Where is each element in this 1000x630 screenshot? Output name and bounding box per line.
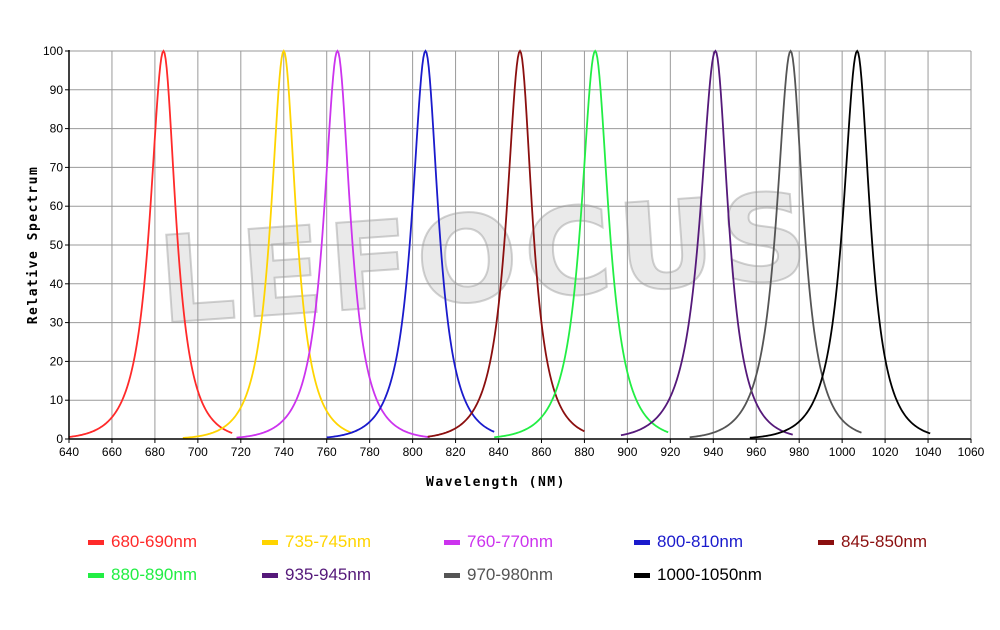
legend-label: 880-890nm (111, 565, 198, 584)
legend-item: 800-810nm (634, 532, 743, 552)
legend-swatch (634, 572, 650, 578)
x-tick-label: 840 (489, 445, 509, 459)
y-tick-label: 100 (43, 44, 63, 58)
x-tick-label: 880 (574, 445, 594, 459)
legend-swatch (88, 572, 104, 578)
legend-label: 735-745nm (285, 532, 372, 551)
x-tick-label: 660 (102, 445, 122, 459)
legend-item: 880-890nm (88, 565, 197, 585)
legend-item: 970-980nm (444, 565, 553, 585)
x-tick-label: 760 (317, 445, 337, 459)
x-tick-label: 700 (188, 445, 208, 459)
y-tick-label: 90 (50, 83, 64, 97)
legend-swatch (634, 539, 650, 545)
x-tick-label: 1020 (872, 445, 899, 459)
legend-item: 935-945nm (262, 565, 371, 585)
y-tick-label: 80 (50, 122, 64, 136)
legend-item: 735-745nm (262, 532, 371, 552)
legend-label: 845-850nm (841, 532, 928, 551)
x-tick-label: 980 (789, 445, 809, 459)
series-line-680-690nm (68, 49, 233, 438)
series-line-735-745nm (182, 49, 353, 439)
y-tick-label: 40 (50, 277, 64, 291)
x-tick-label: 940 (703, 445, 723, 459)
series-line-1000-1050nm (749, 49, 931, 439)
y-tick-label: 50 (50, 238, 64, 252)
x-tick-label: 920 (660, 445, 680, 459)
legend-label: 800-810nm (657, 532, 744, 551)
legend-swatch (444, 539, 460, 545)
legend-swatch (262, 539, 278, 545)
y-tick-label: 10 (50, 393, 64, 407)
x-tick-label: 720 (231, 445, 251, 459)
x-tick-label: 1040 (915, 445, 942, 459)
x-tick-label: 1060 (958, 445, 985, 459)
x-tick-label: 740 (274, 445, 294, 459)
legend-label: 760-770nm (467, 532, 554, 551)
x-tick-label: 1000 (829, 445, 856, 459)
series-line-800-810nm (326, 49, 495, 439)
y-tick-label: 20 (50, 354, 64, 368)
y-tick-label: 70 (50, 160, 64, 174)
x-tick-label: 820 (446, 445, 466, 459)
grid-layer (68, 50, 972, 440)
y-tick-label: 0 (56, 432, 63, 446)
legend-label: 680-690nm (111, 532, 198, 551)
legend-swatch (262, 572, 278, 578)
series-line-880-890nm (494, 49, 669, 439)
series-line-760-770nm (236, 49, 430, 439)
x-tick-label: 780 (360, 445, 380, 459)
x-axis-label: Wavelength (NM) (426, 475, 566, 490)
x-tick-label: 680 (145, 445, 165, 459)
y-tick-label: 60 (50, 199, 64, 213)
x-tick-label: 900 (617, 445, 637, 459)
watermark-layer: LEFOCUS (153, 166, 819, 352)
legend-swatch (88, 539, 104, 545)
legend-item: 1000-1050nm (634, 565, 762, 585)
legend-swatch (444, 572, 460, 578)
legend: 680-690nm 735-745nm 760-770nm 800-810nm 845-… (0, 530, 1000, 600)
legend-item: 845-850nm (818, 532, 927, 552)
x-tick-label: 640 (59, 445, 79, 459)
legend-label: 935-945nm (285, 565, 372, 584)
series-layer (68, 49, 931, 439)
x-tick-label: 800 (403, 445, 423, 459)
legend-label: 1000-1050nm (657, 565, 762, 584)
legend-item: 760-770nm (444, 532, 553, 552)
series-line-970-980nm (689, 49, 862, 439)
legend-label: 970-980nm (467, 565, 554, 584)
spectrum-chart: LEFOCUS 640 660 680 700 720 740 760 780 800 820 84… (26, 44, 985, 490)
series-line-845-850nm (427, 49, 585, 438)
legend-item: 680-690nm (88, 532, 197, 552)
axes-layer: 640 660 680 700 720 740 760 780 800 820 840 860 880 9… (43, 44, 985, 459)
y-axis-label: Relative Spectrum (26, 166, 41, 325)
x-tick-label: 960 (746, 445, 766, 459)
x-tick-label: 860 (531, 445, 551, 459)
y-tick-label: 30 (50, 316, 64, 330)
series-line-935-945nm (620, 49, 793, 437)
legend-swatch (818, 539, 834, 545)
watermark-text: LEFOCUS (154, 167, 818, 351)
